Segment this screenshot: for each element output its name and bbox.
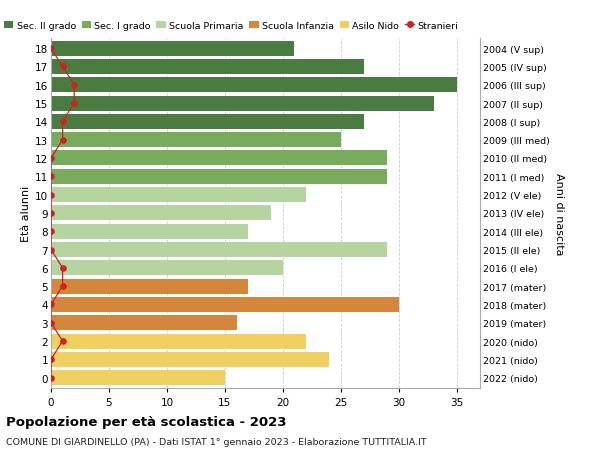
Bar	[51, 242, 387, 257]
Bar	[51, 78, 457, 93]
Point	[46, 155, 56, 162]
Point	[46, 173, 56, 180]
Bar	[51, 206, 271, 221]
Point	[58, 283, 67, 290]
Bar	[51, 133, 341, 148]
Text: Popolazione per età scolastica - 2023: Popolazione per età scolastica - 2023	[6, 415, 287, 428]
Point	[58, 264, 67, 272]
Point	[46, 191, 56, 199]
Bar	[51, 188, 306, 203]
Bar	[51, 261, 283, 276]
Point	[58, 118, 67, 126]
Point	[58, 137, 67, 144]
Point	[46, 319, 56, 327]
Bar	[51, 60, 364, 75]
Bar	[51, 169, 387, 185]
Bar	[51, 42, 295, 56]
Point	[70, 82, 79, 89]
Bar	[51, 115, 364, 129]
Point	[46, 228, 56, 235]
Point	[46, 374, 56, 381]
Point	[70, 100, 79, 107]
Bar	[51, 315, 236, 330]
Bar	[51, 370, 225, 385]
Point	[46, 45, 56, 53]
Y-axis label: Età alunni: Età alunni	[21, 185, 31, 241]
Point	[46, 210, 56, 217]
Bar	[51, 279, 248, 294]
Bar	[51, 224, 248, 239]
Bar	[51, 96, 434, 112]
Point	[46, 356, 56, 363]
Text: COMUNE DI GIARDINELLO (PA) - Dati ISTAT 1° gennaio 2023 - Elaborazione TUTTITALI: COMUNE DI GIARDINELLO (PA) - Dati ISTAT …	[6, 437, 427, 446]
Point	[58, 64, 67, 71]
Point	[46, 301, 56, 308]
Point	[46, 246, 56, 254]
Bar	[51, 297, 399, 312]
Bar	[51, 151, 387, 166]
Bar	[51, 352, 329, 367]
Point	[58, 338, 67, 345]
Legend: Sec. II grado, Sec. I grado, Scuola Primaria, Scuola Infanzia, Asilo Nido, Stran: Sec. II grado, Sec. I grado, Scuola Prim…	[4, 22, 458, 31]
Bar	[51, 334, 306, 349]
Y-axis label: Anni di nascita: Anni di nascita	[554, 172, 563, 255]
